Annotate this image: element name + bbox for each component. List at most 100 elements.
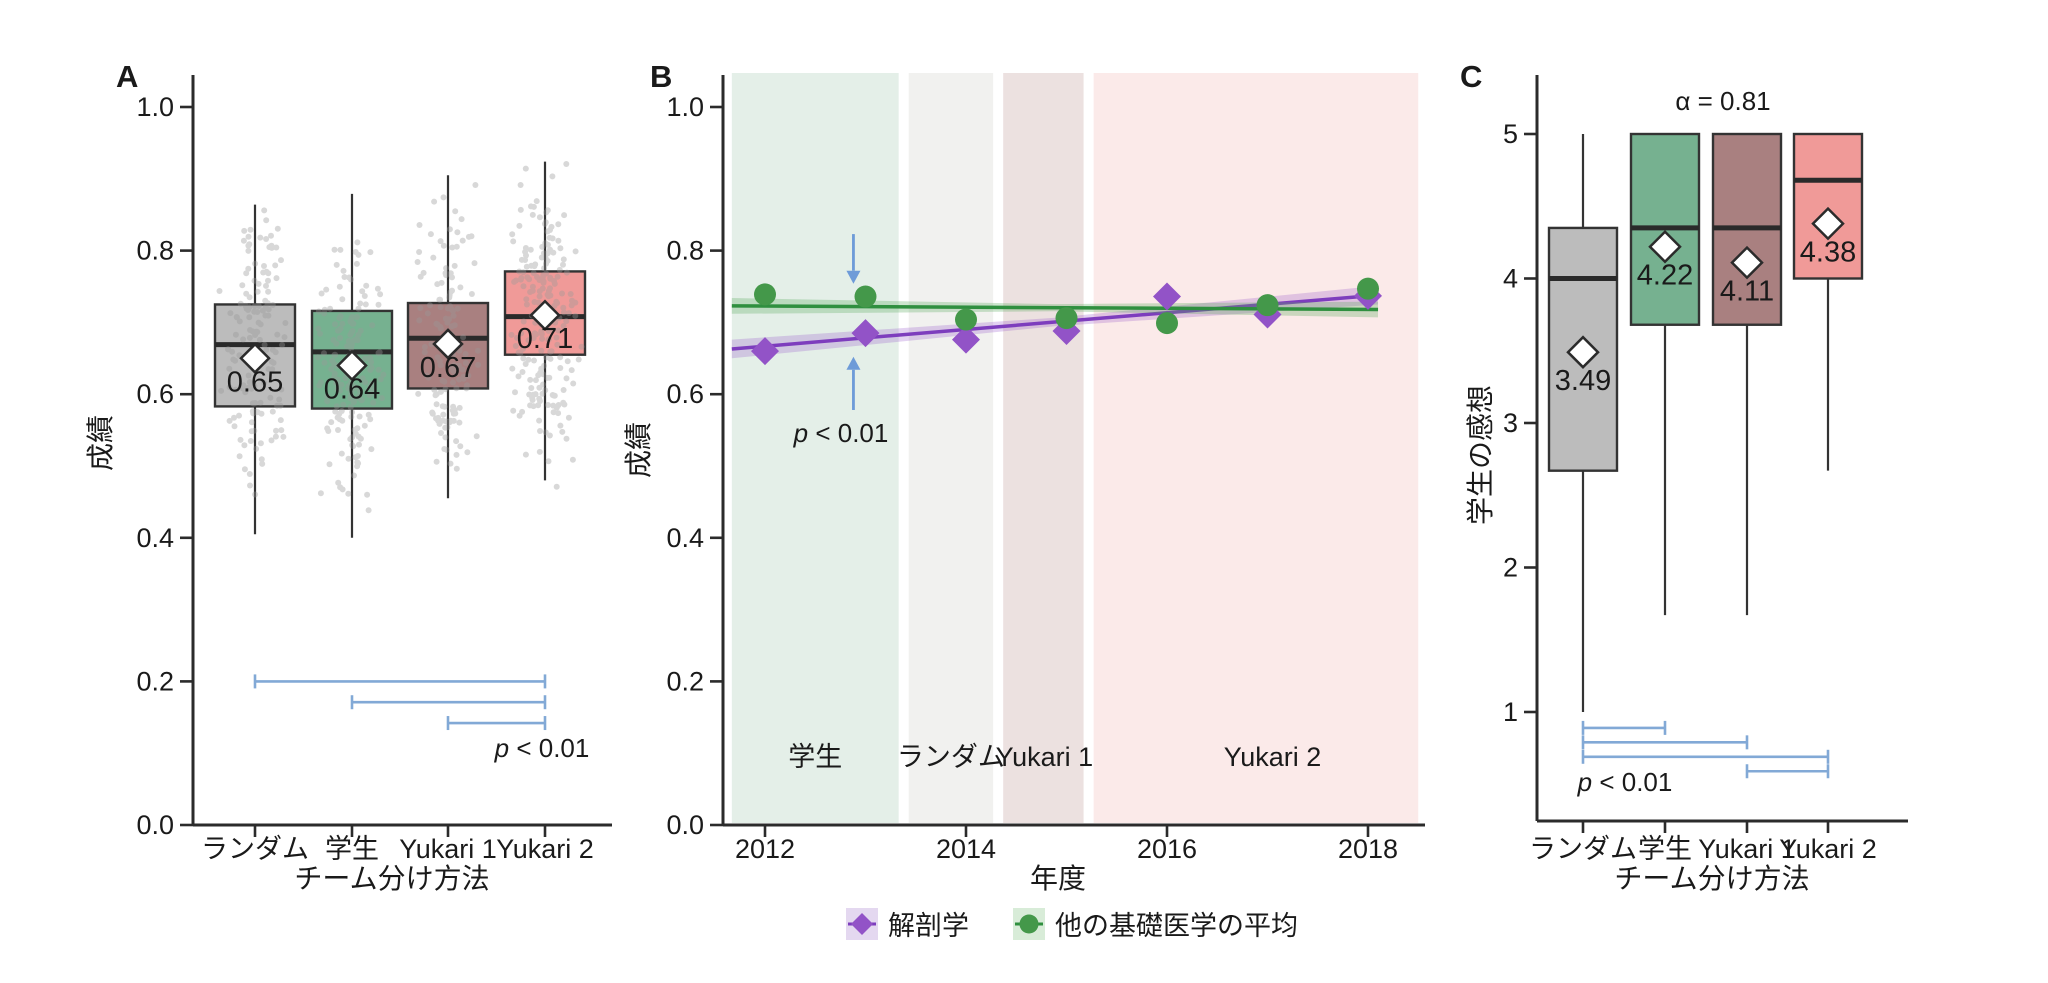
panel-C: 3.49 4.22 4.11 4.38 p < 0.01 α = 0.81 5 4 3 2 1 ランダ… — [1460, 59, 1908, 894]
legend-label-other-basic-medicine: 他の基礎医学の平均 — [1055, 911, 1298, 941]
mean-diamond — [1648, 229, 1682, 264]
box-rect — [1792, 132, 1864, 280]
x-category-label: 学生 — [1638, 834, 1692, 864]
y-axis-title: 学生の感想 — [1465, 385, 1496, 525]
mean-diamond — [529, 299, 561, 331]
y-tick-label: 0.4 — [136, 523, 174, 553]
legend-label-anatomy: 解剖学 — [888, 911, 969, 941]
mean-diamond — [1566, 335, 1600, 369]
x-tick-label: 2012 — [735, 834, 795, 864]
mean-value-label: 0.64 — [324, 373, 380, 405]
x-tick-label: 2014 — [936, 834, 996, 864]
x-category-label: Yukari 1 — [1698, 834, 1796, 864]
y-tick-label: 0.6 — [136, 379, 174, 409]
mean-diamond — [336, 349, 368, 382]
y-tick-label: 5 — [1503, 119, 1518, 149]
y-tick-label: 0.0 — [666, 810, 704, 840]
period-band-ランダム — [908, 73, 994, 823]
box-ランダム — [1547, 134, 1619, 712]
mean-diamond — [239, 342, 271, 375]
box-Yukari 2 — [1792, 132, 1864, 471]
data-point-diamond — [1153, 282, 1181, 311]
y-axis-title: 成績 — [623, 422, 654, 478]
x-category-label: Yukari 2 — [496, 834, 594, 864]
y-tick-label: 2 — [1503, 553, 1518, 583]
period-label: Yukari 2 — [1224, 742, 1322, 772]
y-tick-label: 0.6 — [666, 379, 704, 409]
mean-value-label: 3.49 — [1555, 365, 1611, 397]
alpha-annotation: α = 0.81 — [1675, 86, 1770, 116]
legend-item-other-basic-medicine: 他の基礎医学の平均 — [1013, 904, 1298, 943]
mean-diamond — [1811, 206, 1845, 241]
x-axis-title: 年度 — [1030, 863, 1086, 894]
y-tick-label: 0.2 — [136, 666, 174, 696]
legend-key-0 — [846, 907, 878, 940]
mean-value-label: 4.22 — [1637, 260, 1693, 292]
x-axis-title: チーム分け方法 — [1614, 863, 1809, 894]
p-value-annotation: p < 0.01 — [793, 418, 889, 448]
y-tick-label: 1 — [1503, 697, 1518, 727]
x-tick-label: 2018 — [1338, 834, 1398, 864]
y-tick-label: 0.0 — [136, 810, 174, 840]
data-point-circle — [1055, 307, 1078, 330]
legend-item-anatomy: 解剖学 — [846, 904, 969, 943]
data-point-diamond — [751, 337, 779, 366]
p-value-annotation: p < 0.01 — [1577, 767, 1673, 797]
legend-marker-circle — [1015, 914, 1043, 933]
period-label: Yukari 1 — [996, 742, 1094, 772]
arrow-head-down — [846, 270, 861, 284]
y-tick-label: 3 — [1503, 408, 1518, 438]
data-point-circle — [1156, 312, 1178, 335]
data-point-circle — [1357, 277, 1379, 300]
arrow-head-up — [846, 356, 861, 370]
data-point-circle — [854, 285, 877, 308]
period-band-Yukari 1 — [1003, 73, 1084, 823]
panel-A: 0.65 0.64 0.67 0.71 p < 0.01 1.0 0.8 0.6 0.4 0.2 0… — [85, 59, 612, 894]
x-category-label: ランダム — [1529, 834, 1637, 864]
panel-letter: B — [650, 59, 672, 94]
period-band-学生 — [731, 73, 899, 823]
data-point-circle — [1256, 294, 1279, 317]
data-point-diamond — [851, 319, 880, 348]
y-tick-label: 0.8 — [136, 236, 174, 266]
mean-value-label: 4.38 — [1800, 237, 1856, 269]
y-tick-label: 0.2 — [666, 666, 704, 696]
box-Yukari 1 — [406, 175, 490, 499]
x-category-label: 学生 — [325, 834, 379, 864]
period-label: ランダム — [897, 742, 1005, 772]
y-tick-label: 0.8 — [666, 236, 704, 266]
period-band-Yukari 2 — [1093, 73, 1419, 823]
mean-diamond — [432, 328, 464, 360]
y-tick-label: 1.0 — [666, 92, 704, 122]
panel-letter: C — [1460, 59, 1482, 94]
legend-circle-icon — [1019, 914, 1039, 933]
legend-diamond-icon — [851, 912, 873, 935]
mean-diamond — [1730, 245, 1764, 280]
y-tick-label: 0.4 — [666, 523, 704, 553]
mean-value-label: 0.71 — [517, 323, 573, 355]
period-label: 学生 — [788, 742, 842, 772]
data-point-circle — [955, 308, 977, 331]
mean-value-label: 0.65 — [227, 366, 283, 398]
legend-marker-diamond — [848, 912, 876, 935]
y-tick-label: 4 — [1503, 264, 1518, 294]
y-tick-label: 1.0 — [136, 92, 174, 122]
legend: 解剖学 他の基礎医学の平均 — [846, 904, 1298, 943]
data-point-circle — [754, 283, 776, 306]
box-学生 — [1629, 132, 1701, 616]
y-axis-title: 成績 — [85, 415, 116, 471]
data-point-diamond — [952, 325, 980, 354]
box-Yukari 1 — [1711, 132, 1783, 616]
legend-key-1 — [1013, 907, 1045, 940]
jitter-points — [216, 161, 585, 514]
x-axis-title: チーム分け方法 — [294, 863, 489, 894]
x-category-label: Yukari 2 — [1779, 834, 1877, 864]
x-category-label: Yukari 1 — [399, 834, 497, 864]
p-value-annotation: p < 0.01 — [494, 733, 590, 763]
x-tick-label: 2016 — [1137, 834, 1197, 864]
mean-value-label: 0.67 — [420, 352, 476, 384]
x-category-label: ランダム — [201, 834, 309, 864]
